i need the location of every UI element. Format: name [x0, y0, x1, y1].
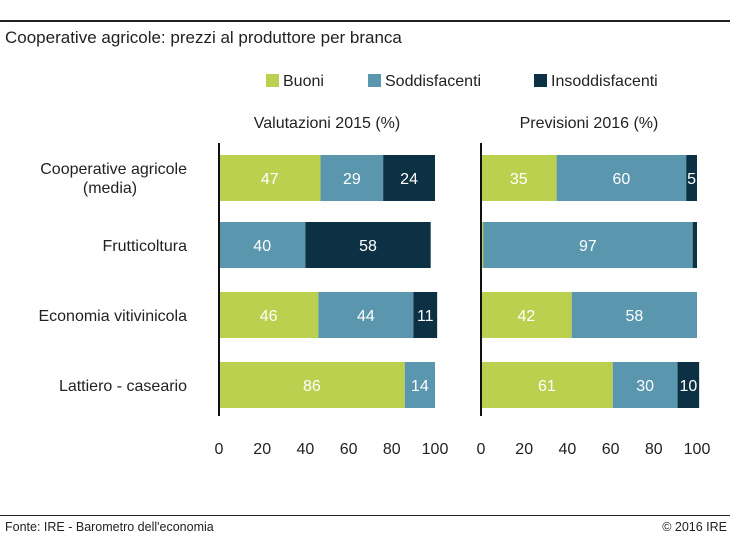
category-label-3: Lattiero - caseario — [59, 378, 187, 395]
bar-0-3-1 — [404, 362, 435, 408]
copyright-note: © 2016 IRE — [662, 520, 727, 534]
bar-1-2-0 — [481, 292, 572, 338]
bar-label-0-2-1: 44 — [357, 308, 375, 325]
bar-label-0-0-2: 24 — [400, 171, 418, 188]
bar-label-0-3-1: 14 — [411, 378, 429, 395]
bar-label-1-1-1: 97 — [579, 238, 597, 255]
bar-label-1-2-0: 42 — [517, 308, 535, 325]
bar-label-1-3-2: 10 — [679, 378, 697, 395]
legend-swatch-2 — [534, 74, 547, 87]
bar-label-1-0-2: 5 — [687, 171, 696, 188]
top-rule — [0, 20, 730, 22]
legend-label-0: Buoni — [283, 73, 324, 90]
bar-label-1-3-0: 61 — [538, 378, 556, 395]
bar-0-0-2 — [383, 155, 435, 201]
tick-label-0-3: 60 — [340, 441, 358, 458]
bar-label-0-2-2: 11 — [417, 308, 434, 325]
source-note: Fonte: IRE - Barometro dell'economia — [5, 520, 214, 534]
legend-label-1: Soddisfacenti — [385, 73, 481, 90]
tick-label-0-0: 0 — [215, 441, 224, 458]
tick-label-1-1: 20 — [515, 441, 533, 458]
bar-0-1-1 — [219, 222, 306, 268]
tick-label-1-2: 40 — [559, 441, 577, 458]
bar-label-0-2-0: 46 — [260, 308, 278, 325]
bar-0-2-2 — [413, 292, 438, 338]
tick-label-0-4: 80 — [383, 441, 401, 458]
bar-label-0-0-1: 29 — [343, 171, 361, 188]
bar-1-3-0 — [481, 362, 613, 408]
tick-label-0-2: 40 — [297, 441, 315, 458]
footer-rule — [0, 515, 730, 516]
tick-label-0-1: 20 — [253, 441, 271, 458]
bar-1-1-0 — [481, 222, 484, 268]
bar-0-2-1 — [318, 292, 414, 338]
bar-1-0-0 — [481, 155, 557, 201]
category-label-1: Frutticoltura — [103, 238, 188, 255]
legend-swatch-0 — [266, 74, 279, 87]
tick-label-1-5: 100 — [684, 441, 711, 458]
bar-0-3-0 — [219, 362, 405, 408]
legend-swatch-1 — [368, 74, 381, 87]
bar-0-2-0 — [219, 292, 319, 338]
bar-1-3-1 — [612, 362, 678, 408]
bar-1-2-1 — [571, 292, 697, 338]
chart-canvas: Buoni Soddisfacenti Insoddisfacenti Valutaz… — [38, 73, 711, 458]
legend-label-2: Insoddisfacenti — [551, 73, 658, 90]
chart-title: Cooperative agricole: prezzi al produtto… — [5, 28, 402, 47]
bar-label-0-1-1: 40 — [253, 238, 271, 255]
panel-title-1: Previsioni 2016 (%) — [520, 115, 659, 132]
bar-1-3-2 — [677, 362, 700, 408]
bar-label-1-0-0: 35 — [510, 171, 528, 188]
bar-label-0-3-0: 86 — [303, 378, 321, 395]
tick-label-1-3: 60 — [602, 441, 620, 458]
bar-0-0-0 — [219, 155, 321, 201]
tick-label-0-5: 100 — [422, 441, 449, 458]
category-label-0-0: Cooperative agricole — [40, 161, 187, 178]
tick-label-1-4: 80 — [645, 441, 663, 458]
bar-1-0-1 — [556, 155, 687, 201]
bar-label-0-1-2: 58 — [359, 238, 377, 255]
panel-title-0: Valutazioni 2015 (%) — [254, 115, 400, 132]
tick-label-1-0: 0 — [477, 441, 486, 458]
bar-label-1-2-1: 58 — [625, 308, 643, 325]
category-label-0-1: (media) — [83, 180, 137, 197]
bar-label-1-3-1: 30 — [636, 378, 654, 395]
bar-label-1-0-1: 60 — [613, 171, 631, 188]
bar-0-0-1 — [320, 155, 384, 201]
bar-0-1-2 — [305, 222, 431, 268]
bar-1-0-2 — [686, 155, 697, 201]
bar-1-1-1 — [483, 222, 693, 268]
category-label-2: Economia vitivinicola — [38, 308, 187, 325]
bar-1-1-2 — [692, 222, 697, 268]
bar-label-0-0-0: 47 — [261, 171, 279, 188]
